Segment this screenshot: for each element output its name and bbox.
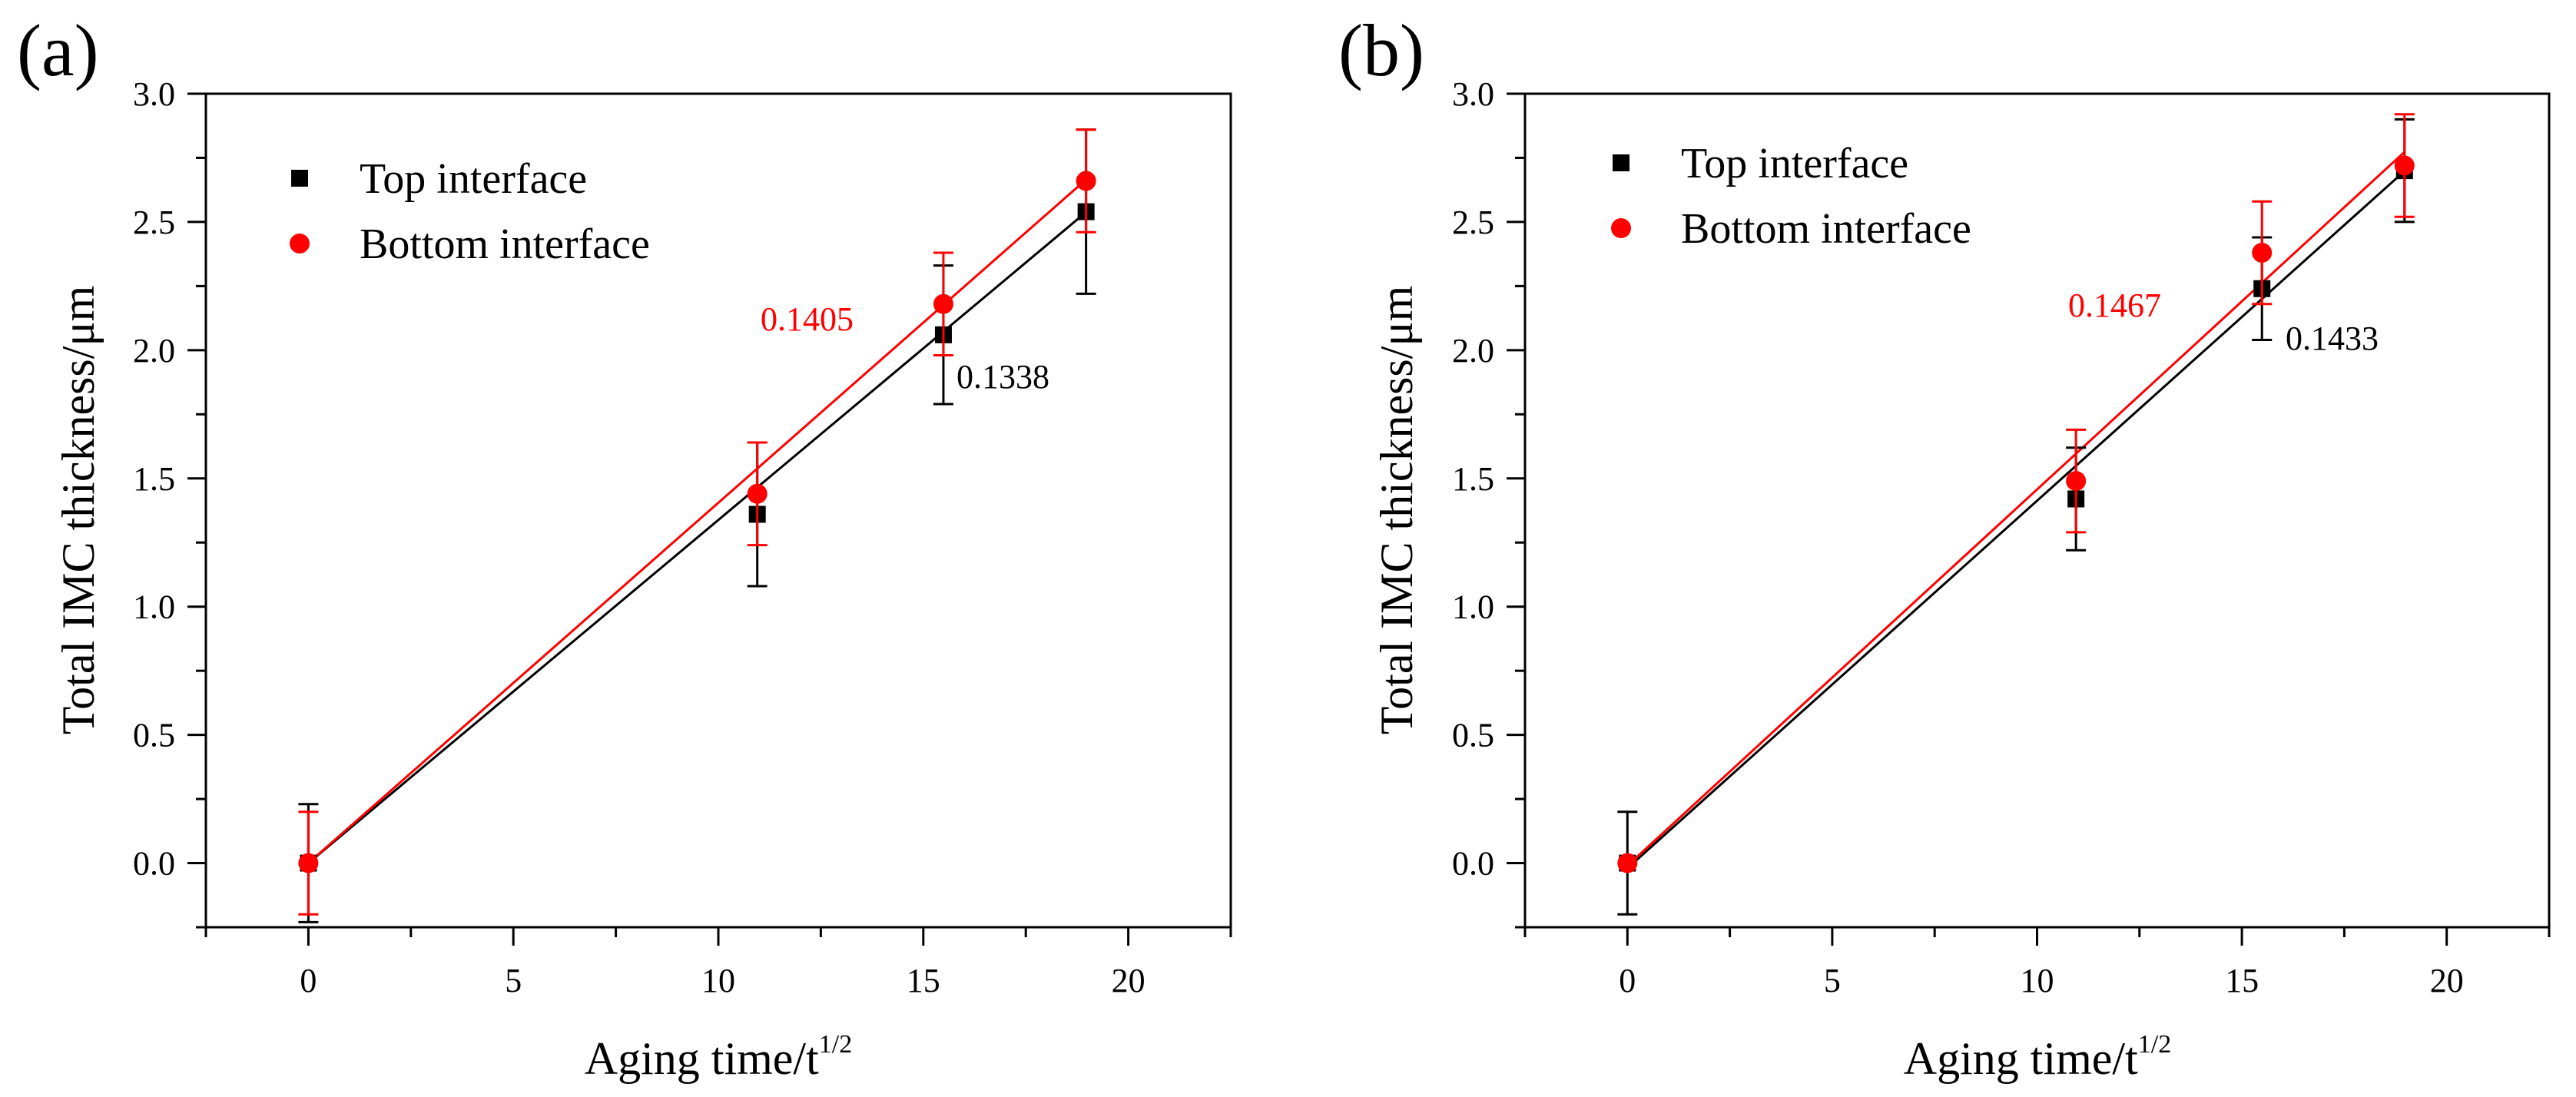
legend-marker-square <box>291 170 308 187</box>
y-tick-label: 2.0 <box>1452 332 1494 370</box>
data-point-bottom <box>1617 853 1638 873</box>
x-axis-title: Aging time/t1/2 <box>585 1030 852 1084</box>
x-axis-title-superscript: 1/2 <box>2138 1030 2171 1059</box>
y-tick-label: 0.5 <box>1452 717 1494 754</box>
data-point-bottom <box>1076 171 1096 191</box>
y-tick-label: 2.0 <box>133 332 175 370</box>
fit-line-top <box>307 211 1087 864</box>
data-point-bottom <box>2066 471 2087 492</box>
legend-label: Bottom interface <box>1681 205 1971 253</box>
legend-label: Bottom interface <box>360 220 650 268</box>
y-tick-label: 3.0 <box>1452 75 1494 113</box>
x-tick-label: 5 <box>1824 962 1841 999</box>
data-point-bottom <box>747 483 767 504</box>
legend: Top interface Bottom interface <box>290 155 650 268</box>
y-tick-label: 3.0 <box>133 75 175 113</box>
y-tick-label: 1.5 <box>133 460 175 498</box>
fit-line-bottom <box>1626 151 2405 867</box>
y-tick-label: 1.5 <box>1452 460 1494 498</box>
fit-slope-label-top: 0.1433 <box>2286 320 2379 357</box>
legend-marker-circle <box>290 234 310 254</box>
x-axis-title-text: Aging time/t <box>1904 1033 2138 1084</box>
x-axis-title-superscript: 1/2 <box>819 1030 852 1059</box>
fit-slope-label-bottom: 0.1467 <box>2068 287 2161 324</box>
x-axis-title-text: Aging time/t <box>585 1033 819 1084</box>
panel-label: (b) <box>1338 9 1424 91</box>
legend-marker-circle <box>1611 218 1631 238</box>
data-point-bottom <box>298 853 319 873</box>
y-tick-label: 1.0 <box>1452 588 1494 626</box>
data-point-bottom <box>933 293 953 314</box>
x-tick-label: 15 <box>2225 962 2259 999</box>
chart-panel-b: (b) 0 5 10 15 20 0.0 0.5 1.0 1.5 2.0 2.5 3.0 Aging ti… <box>1338 9 2551 1084</box>
legend-label: Top interface <box>1681 140 1908 187</box>
x-axis-title: Aging time/t1/2 <box>1904 1030 2171 1084</box>
y-tick-label: 0.0 <box>1452 845 1494 883</box>
data-point-bottom <box>2394 155 2415 176</box>
y-axis-title: Total IMC thickness/μm <box>53 286 104 735</box>
fit-line-bottom <box>307 178 1087 864</box>
chart-panel-a: (a) 0 5 10 15 20 0.0 0.5 1.0 1.5 2.0 2.5 3.0 Aging ti… <box>17 9 1232 1084</box>
y-tick-label: 2.5 <box>133 204 175 241</box>
legend-label: Top interface <box>360 155 587 203</box>
x-tick-label: 15 <box>907 962 940 999</box>
fit-slope-label-top: 0.1338 <box>956 358 1049 396</box>
fit-line-top <box>1626 170 2405 870</box>
y-axis-title: Total IMC thickness/μm <box>1371 286 1422 735</box>
y-tick-label: 2.5 <box>1452 204 1494 241</box>
x-tick-label: 20 <box>2430 962 2464 999</box>
y-tick-label: 0.0 <box>133 845 175 883</box>
x-tick-label: 0 <box>300 962 317 999</box>
panel-label: (a) <box>17 9 99 91</box>
x-tick-label: 10 <box>2021 962 2054 999</box>
legend-marker-square <box>1613 154 1629 171</box>
plot-frame <box>1523 92 2551 929</box>
data-point-bottom <box>2252 242 2273 263</box>
x-tick-label: 5 <box>505 962 522 999</box>
x-tick-label: 20 <box>1112 962 1145 999</box>
y-tick-label: 1.0 <box>133 588 175 626</box>
x-tick-label: 0 <box>1619 962 1636 999</box>
y-tick-label: 0.5 <box>133 717 175 754</box>
fit-slope-label-bottom: 0.1405 <box>761 300 854 338</box>
legend: Top interface Bottom interface <box>1611 140 1971 253</box>
x-tick-label: 10 <box>701 962 735 999</box>
